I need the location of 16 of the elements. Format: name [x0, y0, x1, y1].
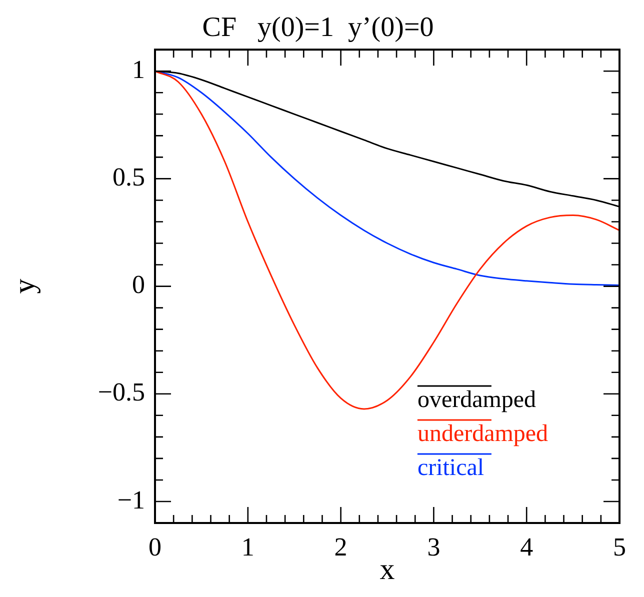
x-tick-label: 4 [520, 532, 534, 562]
x-tick-label: 2 [334, 532, 348, 562]
y-tick-label: −0.5 [98, 378, 145, 407]
y-tick-label: 1 [132, 54, 145, 84]
legend-label: critical [417, 455, 484, 481]
chart-title: CF y(0)=1 y’(0)=0 [202, 12, 434, 44]
legend-label: underdamped [417, 421, 548, 447]
y-tick-label: 0.5 [112, 162, 145, 192]
x-axis-title: x [380, 552, 395, 586]
y-tick-label: −1 [117, 485, 145, 514]
x-tick-label: 5 [613, 532, 626, 562]
x-tick-label: 1 [241, 532, 254, 562]
x-tick-label: 3 [427, 532, 440, 562]
y-axis-title: y [8, 278, 41, 294]
legend-label: overdamped [417, 387, 536, 413]
y-tick-label: 0 [132, 270, 145, 300]
